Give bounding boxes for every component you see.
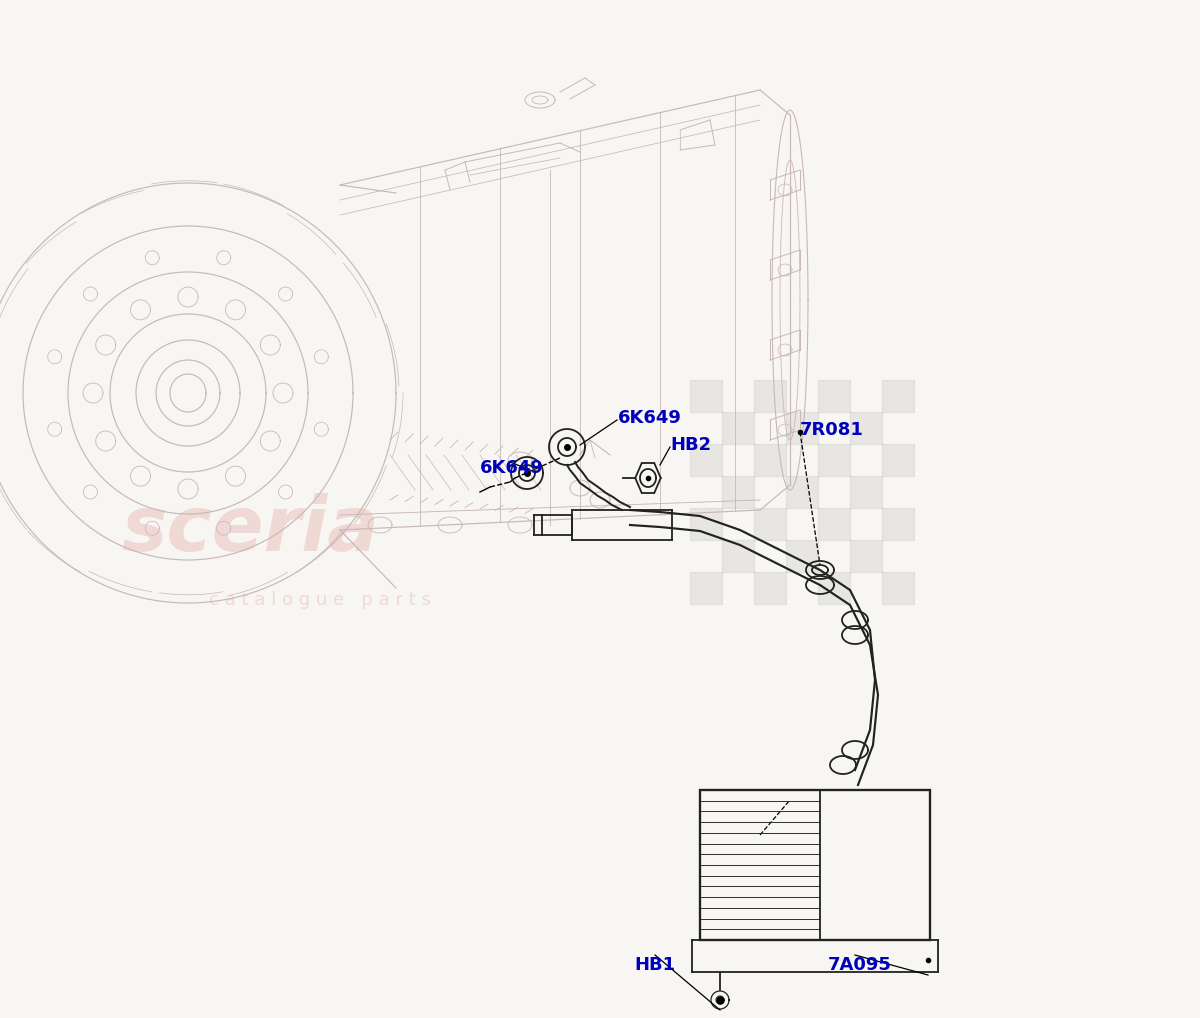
Bar: [850, 540, 882, 572]
Bar: [818, 508, 850, 540]
Text: 6K649: 6K649: [618, 409, 682, 427]
Bar: [690, 508, 722, 540]
Bar: [690, 444, 722, 476]
Bar: [754, 508, 786, 540]
Bar: [754, 572, 786, 604]
Bar: [850, 476, 882, 508]
Bar: [882, 380, 914, 412]
Bar: [722, 412, 754, 444]
Bar: [754, 380, 786, 412]
Bar: [818, 380, 850, 412]
Bar: [818, 444, 850, 476]
Bar: [786, 412, 818, 444]
Bar: [754, 444, 786, 476]
Bar: [722, 540, 754, 572]
Text: c a t a l o g u e   p a r t s: c a t a l o g u e p a r t s: [209, 591, 431, 609]
Text: 7R081: 7R081: [800, 421, 864, 439]
Text: 7A095: 7A095: [828, 956, 892, 974]
Bar: [722, 476, 754, 508]
Text: HB2: HB2: [670, 436, 712, 454]
Bar: [850, 412, 882, 444]
Text: HB1: HB1: [635, 956, 676, 974]
Text: sceria: sceria: [121, 493, 379, 567]
Bar: [882, 508, 914, 540]
Bar: [882, 444, 914, 476]
Bar: [818, 572, 850, 604]
Bar: [882, 572, 914, 604]
Text: 6K649: 6K649: [480, 459, 544, 477]
Bar: [700, 790, 930, 940]
Bar: [786, 540, 818, 572]
Bar: [690, 572, 722, 604]
Bar: [786, 476, 818, 508]
Bar: [690, 380, 722, 412]
